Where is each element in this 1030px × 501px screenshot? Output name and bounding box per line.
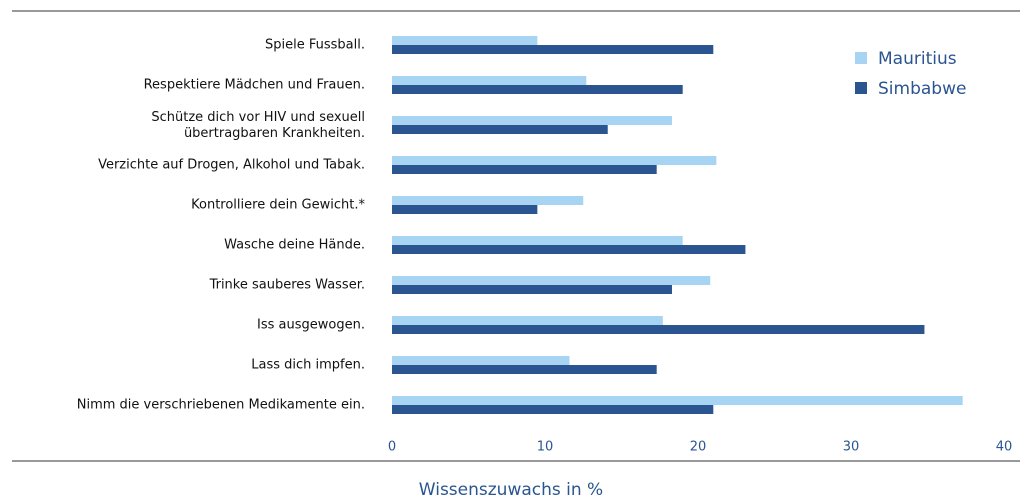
legend-label: Simbabwe bbox=[878, 79, 966, 99]
bar bbox=[392, 276, 711, 285]
y-tick-label: Verzichte auf Drogen, Alkohol und Tabak. bbox=[98, 158, 365, 173]
legend-swatch bbox=[855, 52, 867, 64]
bar bbox=[392, 245, 746, 254]
bar bbox=[392, 396, 963, 405]
y-tick-label: Nimm die verschriebenen Medikamente ein. bbox=[77, 398, 365, 413]
bar bbox=[392, 196, 584, 205]
bar bbox=[392, 236, 683, 245]
bar bbox=[392, 356, 570, 365]
bar bbox=[392, 165, 657, 174]
y-tick-label: Kontrolliere dein Gewicht.* bbox=[191, 198, 365, 213]
x-tick-label: 40 bbox=[996, 440, 1013, 455]
y-tick-label: Iss ausgewogen. bbox=[257, 318, 365, 333]
bar bbox=[392, 365, 657, 374]
x-axis-title: Wissenszuwachs in % bbox=[419, 480, 603, 500]
y-tick-label: Lass dich impfen. bbox=[251, 358, 365, 373]
x-tick-label: 30 bbox=[843, 440, 860, 455]
y-tick-label: Spiele Fussball. bbox=[265, 38, 365, 53]
bar bbox=[392, 205, 538, 214]
legend-label: Mauritius bbox=[878, 49, 957, 69]
y-tick-label: Respektiere Mädchen und Frauen. bbox=[144, 78, 365, 93]
y-tick-label: Trinke sauberes Wasser. bbox=[209, 278, 365, 293]
bar bbox=[392, 316, 663, 325]
bar bbox=[392, 76, 587, 85]
bar bbox=[392, 85, 683, 94]
bar bbox=[392, 325, 925, 334]
bar bbox=[392, 156, 717, 165]
bar bbox=[392, 36, 538, 45]
y-tick-label: Schütze dich vor HIV und sexuell übertrag… bbox=[151, 110, 365, 141]
y-tick-label: Wasche deine Hände. bbox=[224, 238, 365, 253]
legend-swatch bbox=[855, 82, 867, 94]
x-tick-label: 20 bbox=[690, 440, 707, 455]
bar bbox=[392, 285, 672, 294]
bar bbox=[392, 116, 672, 125]
x-tick-label: 0 bbox=[388, 440, 396, 455]
x-tick-label: 10 bbox=[537, 440, 554, 455]
bar bbox=[392, 405, 714, 414]
bar bbox=[392, 125, 608, 134]
bar bbox=[392, 45, 714, 54]
